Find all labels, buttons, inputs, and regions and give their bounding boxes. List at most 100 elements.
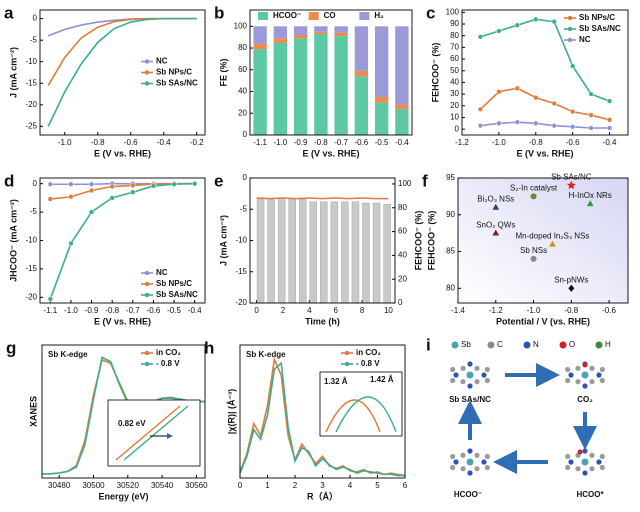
x-tick-label: -1.0: [273, 138, 287, 147]
legend-marker: [144, 292, 150, 298]
plot-area: [458, 178, 628, 303]
series-line: [480, 121, 610, 129]
x-tick-label: -1.2: [455, 138, 469, 147]
y-tick-label: 0: [243, 130, 248, 139]
bar-segment: [273, 38, 288, 43]
x-tick-label: -1.1: [43, 306, 57, 315]
y-tick-label: 95: [446, 173, 455, 182]
y-tick-label: 85: [446, 247, 455, 256]
bar-segment: [334, 36, 348, 135]
series-line: [47, 17, 197, 127]
bar: [362, 202, 370, 304]
legend-marker: [344, 350, 350, 356]
atom: [474, 365, 480, 371]
bar: [383, 203, 391, 304]
y-tick-label: -20: [25, 292, 37, 301]
x-tick-label: -0.4: [603, 138, 617, 147]
legend-marker: [567, 26, 573, 32]
x-tick-label: -0.9: [294, 138, 308, 147]
atom: [575, 466, 581, 472]
point: [477, 34, 484, 40]
catalyst-label: Sb SAs/NC: [449, 395, 491, 404]
x-axis-label: E (V vs. RHE): [302, 148, 359, 158]
point: [477, 106, 484, 112]
point-label: Sb SAs/NC: [551, 172, 592, 181]
atom: [582, 448, 588, 454]
atom: [589, 365, 595, 371]
legend-label: CO: [324, 11, 336, 20]
legend-marker: [144, 361, 150, 367]
point: [496, 89, 502, 95]
bar-segment: [293, 26, 308, 35]
atom: [568, 459, 574, 465]
inset-box: [319, 371, 403, 437]
y-tick-label: -25: [25, 121, 37, 130]
point: [551, 100, 557, 107]
bar: [309, 201, 317, 304]
x-tick-label: -1.0: [64, 306, 78, 315]
atom: [450, 366, 456, 373]
point: [496, 120, 502, 126]
bar-segment: [293, 38, 308, 136]
atom: [581, 371, 589, 379]
y-tick-label: 80: [450, 31, 459, 40]
legend-marker: [344, 361, 350, 367]
x-axis-label: E (V vs. RHE): [94, 316, 151, 326]
y-tick-label: 70: [450, 42, 459, 51]
panel-label: d: [4, 171, 14, 190]
point: [533, 16, 539, 22]
point-label: Bi₂O₃ NSs: [477, 195, 514, 204]
x-axis-label: E (V vs. RHE): [94, 148, 151, 158]
legend-label: H: [605, 340, 611, 349]
y-tick-label: 0: [33, 14, 38, 23]
atom: [453, 372, 459, 378]
y-axis-label: J (mA cm⁻²): [218, 215, 228, 266]
atom: [460, 365, 466, 371]
point: [47, 296, 53, 302]
atom: [599, 453, 605, 460]
marker: [586, 200, 594, 207]
bar-segment: [334, 26, 348, 33]
point: [47, 196, 53, 202]
y-tick-label: -5: [30, 35, 38, 44]
atom: [450, 464, 456, 471]
y-tick-label: 100: [234, 21, 248, 30]
x-axis-label: Time (h): [305, 316, 340, 326]
y-tick-label: 0: [33, 179, 38, 188]
bar-segment: [253, 49, 267, 136]
legend-label: - 0.8 V: [156, 359, 180, 368]
point: [88, 181, 95, 187]
y-tick-label: -5: [240, 204, 248, 213]
y-tick-label: 80: [238, 43, 247, 52]
y-tick-label: 40: [238, 87, 247, 96]
marker: [566, 180, 576, 190]
point-label: H-InOx NRs: [569, 191, 612, 200]
x-tick-label: 30560: [185, 481, 208, 490]
bar-segment: [354, 76, 369, 135]
x-tick-label: -0.6: [354, 138, 368, 147]
point: [588, 125, 594, 131]
plot-frame: [249, 9, 413, 136]
point: [533, 120, 539, 126]
x-tick-label: 0: [238, 481, 243, 490]
point: [533, 94, 539, 101]
x-tick-label: -0.6: [602, 306, 616, 315]
atom: [581, 458, 589, 466]
point-label: Mn-doped In₂S₃ NSs: [515, 231, 589, 240]
bar-segment: [293, 35, 308, 39]
atom: [575, 379, 581, 385]
legend-marker: [144, 350, 150, 356]
point: [477, 123, 484, 129]
legend-label: Sb NPs/C: [156, 279, 192, 288]
state-label: CO₂: [577, 395, 593, 404]
x-tick-label: 6: [403, 481, 408, 490]
x-tick-label: -0.8: [529, 138, 543, 147]
series-line: [239, 356, 406, 477]
atom: [589, 466, 595, 472]
x-axis-label: R（Å）: [307, 491, 338, 501]
y-tick-label: -15: [25, 78, 37, 87]
series-line: [480, 18, 610, 102]
atom: [568, 372, 574, 378]
atom: [577, 449, 583, 455]
plot-frame: [41, 344, 206, 479]
